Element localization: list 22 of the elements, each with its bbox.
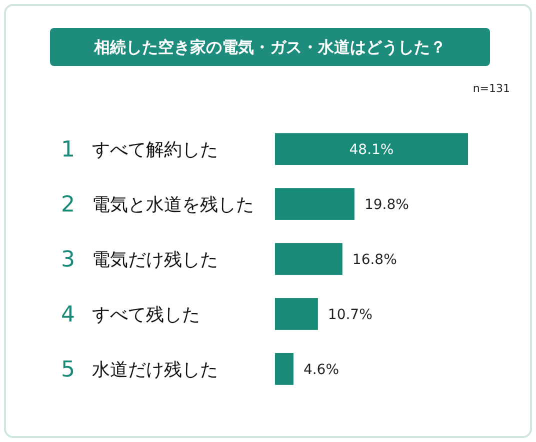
- data-label: 10.7%: [328, 306, 372, 323]
- text: 2: [61, 192, 75, 218]
- bar: [275, 298, 318, 330]
- text: 5: [61, 358, 75, 383]
- y-tick-label: すべて解約した: [92, 139, 218, 160]
- y-tick-label: 電気だけ残した: [92, 249, 218, 270]
- text: 3: [61, 248, 75, 273]
- data-label: 4.6%: [303, 362, 340, 378]
- y-tick-label: 電気と水道を残した: [92, 194, 254, 216]
- bar: [275, 353, 294, 385]
- data-label: 16.8%: [352, 252, 397, 268]
- text: 1: [61, 138, 75, 163]
- y-tick-label: すべて残した: [92, 304, 200, 326]
- chart-title: 相続した空き家の電気・ガス・水道はどうした？: [93, 38, 446, 57]
- bar: [275, 133, 468, 165]
- y-tick-label: 水道だけ残した: [92, 359, 218, 380]
- data-label: 48.1%: [349, 142, 394, 158]
- text: n=131: [472, 82, 510, 95]
- text: 4: [61, 302, 75, 328]
- bar: [275, 243, 342, 275]
- data-label: 19.8%: [364, 196, 409, 213]
- bar: [275, 188, 354, 220]
